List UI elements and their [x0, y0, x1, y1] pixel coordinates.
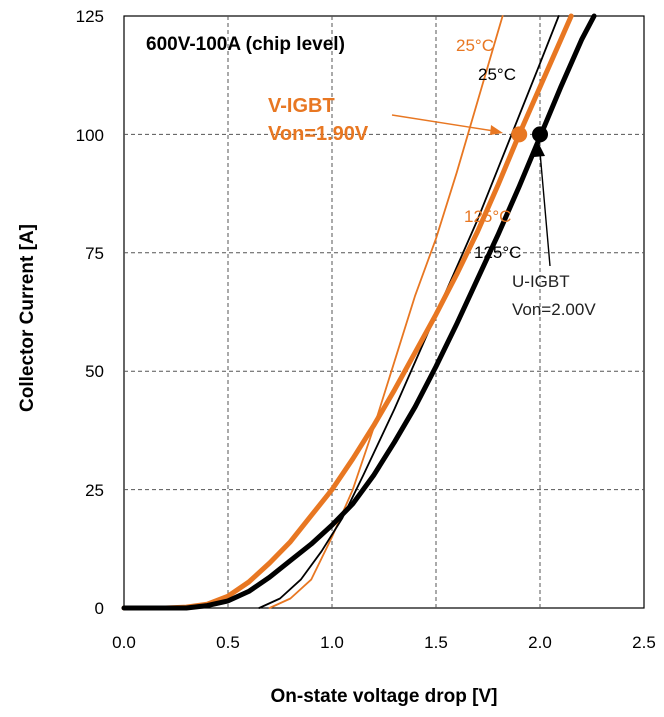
y-tick-labels: 0 25 50 75 100 125 — [76, 7, 104, 618]
x-tick-label: 1.5 — [424, 633, 448, 652]
y-tick-label: 0 — [95, 599, 104, 618]
x-tick-label: 0.0 — [112, 633, 136, 652]
u-igbt-label: U-IGBT — [512, 272, 570, 291]
y-tick-label: 100 — [76, 126, 104, 145]
von-marker-u-igbt — [532, 126, 548, 143]
u-igbt-arrow-line — [539, 151, 551, 267]
x-tick-label: 2.5 — [632, 633, 656, 652]
x-axis-title: On-state voltage drop [V] — [271, 686, 498, 707]
grid-lines — [124, 16, 644, 608]
x-tick-label: 0.5 — [216, 633, 240, 652]
series-line-u-igbt-125c — [121, 13, 597, 611]
chart-title: 600V-100A (chip level) — [146, 34, 345, 55]
y-tick-label: 75 — [85, 244, 104, 263]
u-igbt-annotation: U-IGBT Von=2.00V — [512, 144, 596, 319]
temp-label-25c-v-igbt: 25°C — [456, 36, 494, 55]
temp-label-25c-u-igbt: 25°C — [478, 65, 516, 84]
x-tick-label: 1.0 — [320, 633, 344, 652]
v-igbt-annotation: V-IGBT Von=1.90V — [268, 95, 503, 145]
marker-layer — [511, 126, 548, 143]
von-marker-v-igbt — [511, 126, 528, 143]
x-tick-labels: 0.0 0.5 1.0 1.5 2.0 2.5 — [112, 633, 656, 652]
temp-label-125c-u-igbt: 125°C — [474, 243, 521, 262]
series-layer — [121, 13, 597, 611]
y-tick-label: 50 — [85, 362, 104, 381]
v-igbt-arrow-head — [490, 125, 503, 135]
series-line-v-igbt-125c — [121, 13, 574, 611]
y-tick-label: 25 — [85, 481, 104, 500]
v-igbt-arrow-line — [391, 114, 495, 132]
y-tick-label: 125 — [76, 7, 104, 26]
u-igbt-von-label: Von=2.00V — [512, 300, 596, 319]
x-tick-label: 2.0 — [528, 633, 552, 652]
series-line-v-igbt-25c — [268, 15, 504, 609]
v-igbt-label: V-IGBT — [268, 95, 335, 117]
plot-area — [123, 15, 645, 609]
series-line-u-igbt-25c — [258, 15, 560, 609]
v-igbt-von-label: Von=1.90V — [268, 123, 369, 145]
y-axis-title: Collector Current [A] — [17, 224, 38, 412]
temp-label-125c-v-igbt: 125°C — [464, 207, 511, 226]
u-igbt-arrow-head — [534, 144, 545, 157]
